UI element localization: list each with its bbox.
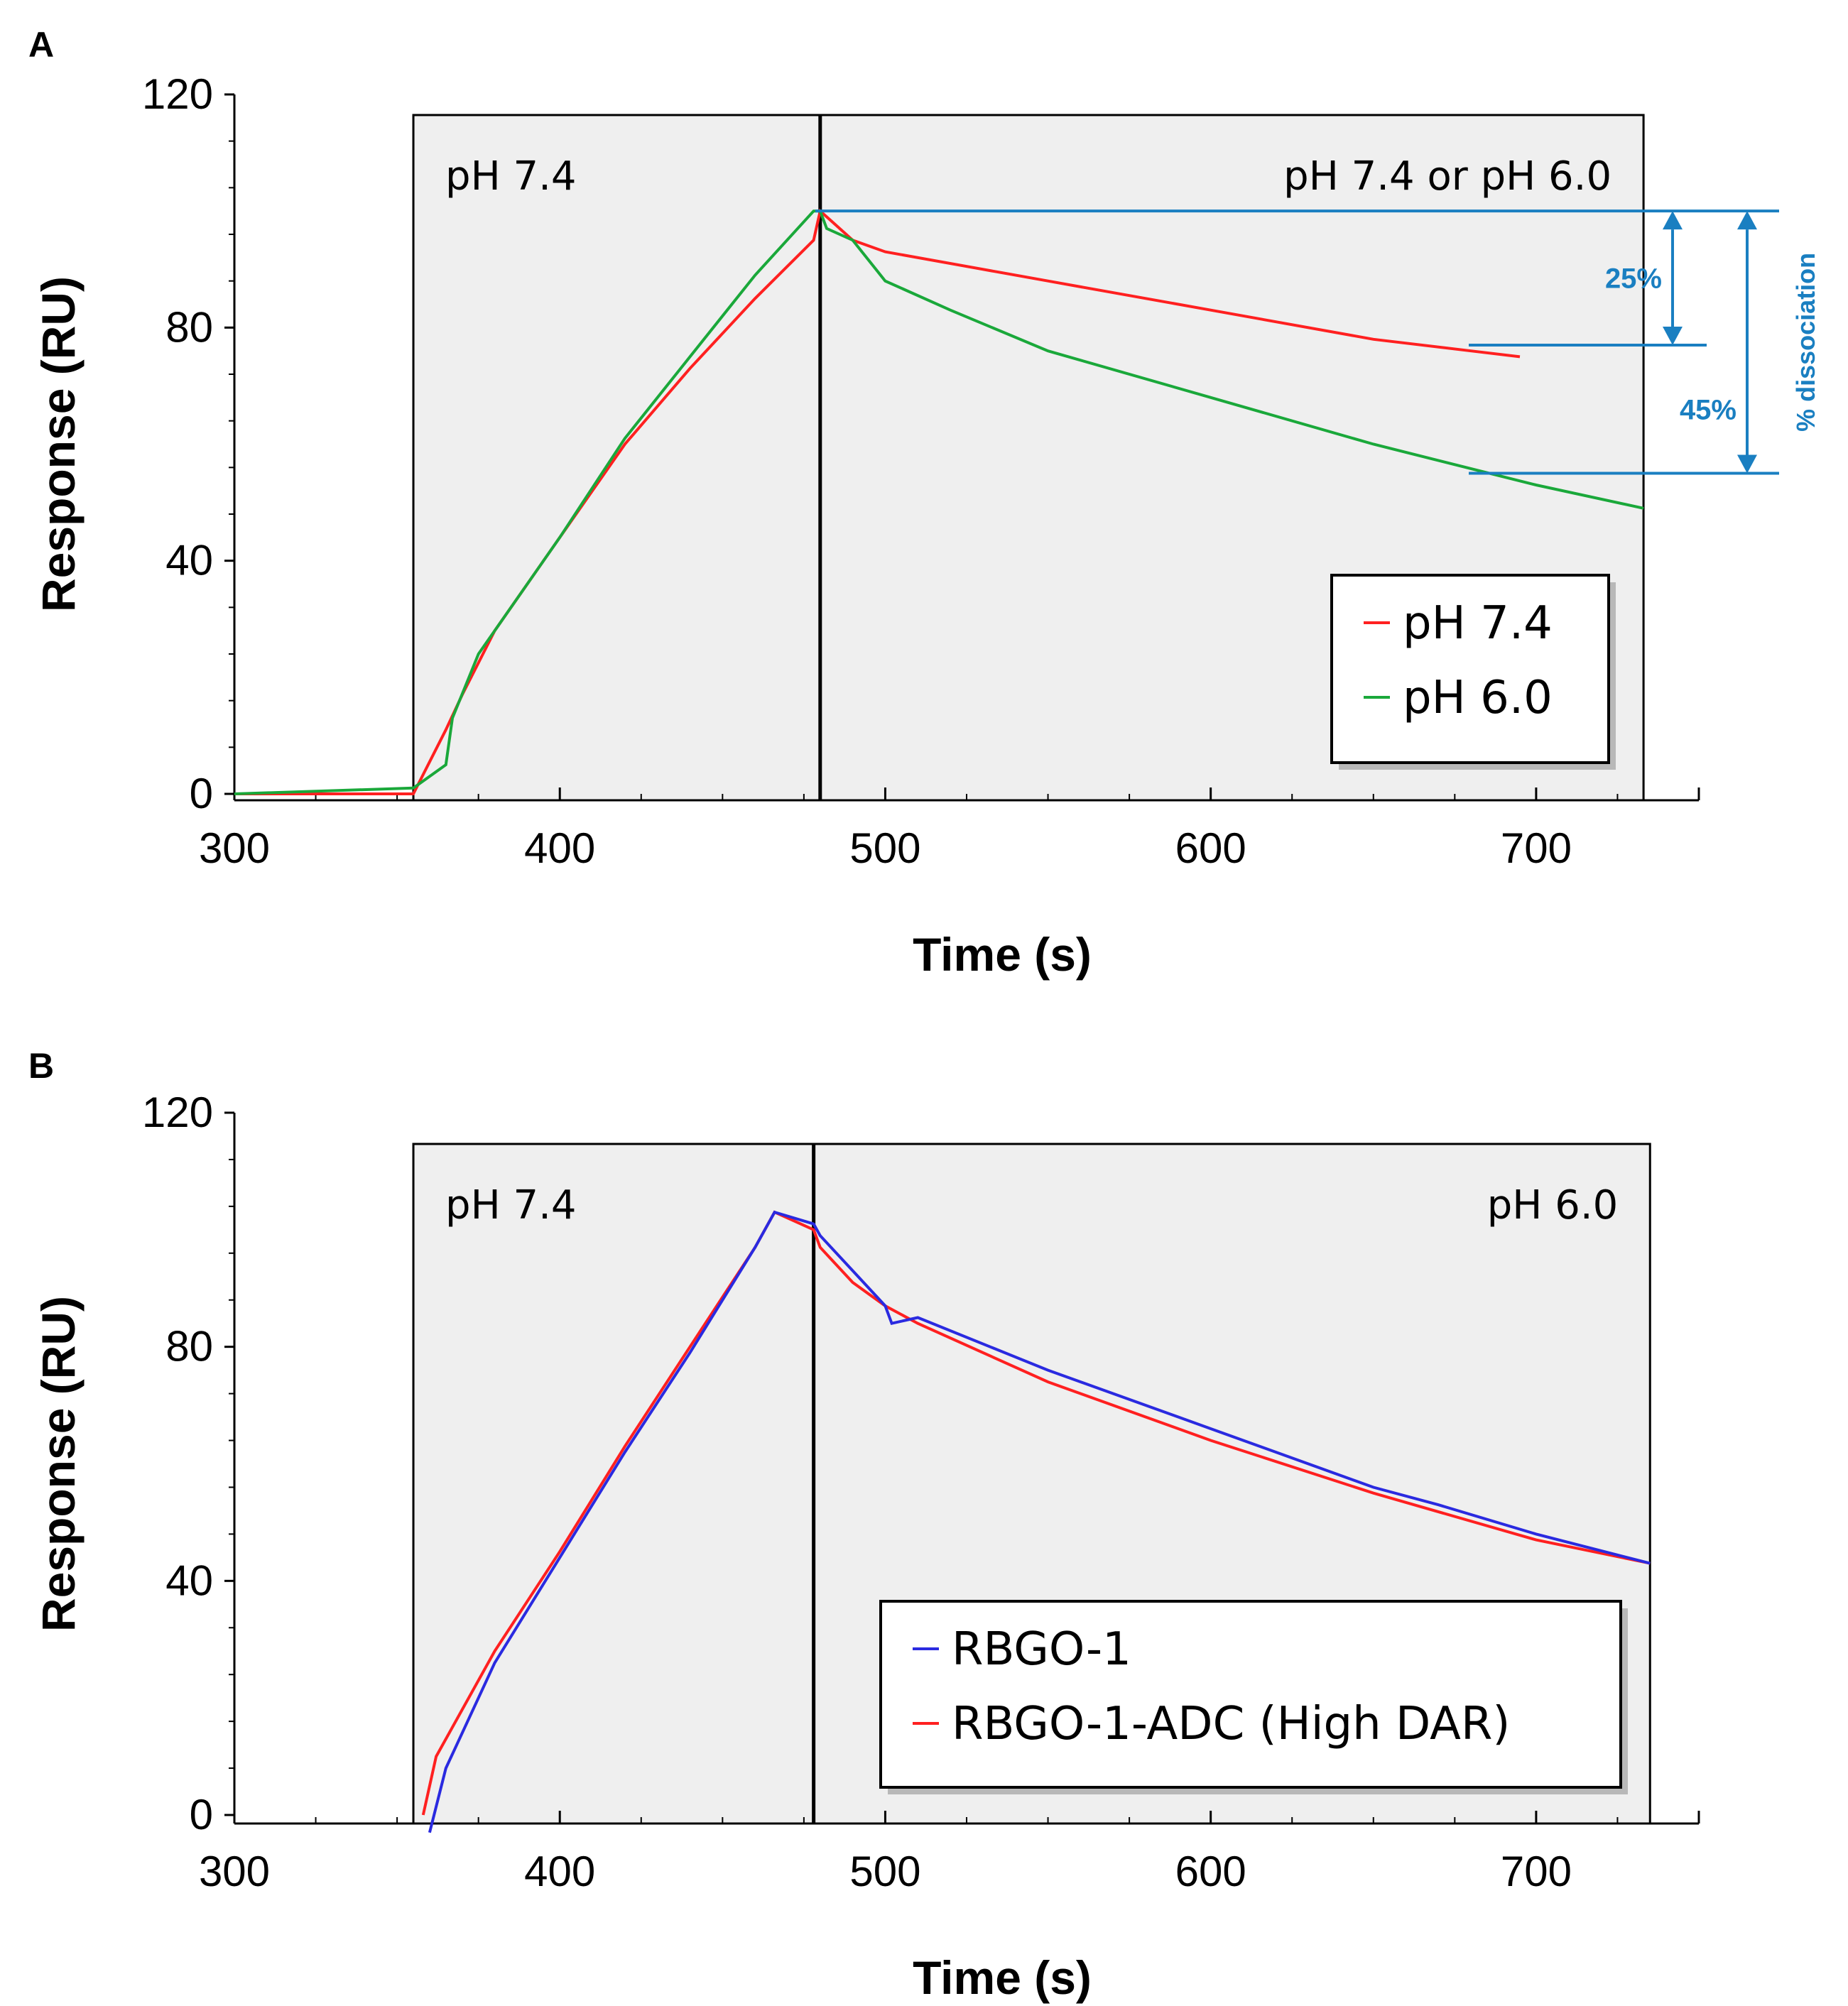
panel-a-phase-2-label: pH 7.4 or pH 6.0 [1283, 153, 1611, 200]
legend-label-ph-6-0: pH 6.0 [1403, 672, 1553, 724]
panel-b-legend: RBGO-1 RBGO-1-ADC (High DAR) [879, 1600, 1628, 1794]
panel-a-axes: 0 40 80 120 300 400 500 600 700 [142, 70, 1700, 872]
panel-b-axes: 0 40 80 120 300 400 500 600 700 [142, 1089, 1700, 1895]
legend-box [1330, 574, 1610, 764]
panel-b-phase-2-label: pH 6.0 [1487, 1182, 1619, 1228]
x-tick-label: 300 [199, 824, 270, 872]
arrow-25-head-up [1663, 211, 1683, 230]
legend-box [879, 1600, 1622, 1789]
arrow-45-head-down [1737, 454, 1757, 474]
panel-a-x-axis-label: Time (s) [913, 928, 1092, 981]
y-tick-label: 40 [165, 1557, 213, 1604]
x-tick-label: 600 [1175, 824, 1246, 872]
arrow-25-head-down [1663, 326, 1683, 345]
y-tick-label: 80 [165, 1323, 213, 1370]
y-tick-label: 40 [165, 537, 213, 584]
y-tick-label: 80 [165, 303, 213, 351]
panel-b-y-axis-label: Response (RU) [32, 1296, 85, 1632]
panel-a-y-axis-label: Response (RU) [32, 276, 85, 612]
x-tick-label: 400 [524, 824, 595, 872]
arrow-45-head-up [1737, 211, 1757, 230]
y-tick-label: 0 [190, 1791, 213, 1838]
legend-label-rbgo-1: RBGO-1 [952, 1623, 1131, 1676]
legend-label-rbgo-1-adc: RBGO-1-ADC (High DAR) [952, 1698, 1510, 1750]
annotation-dissociation-label: % dissociation [1791, 253, 1820, 432]
legend-label-ph-7-4: pH 7.4 [1403, 597, 1553, 650]
x-tick-label: 400 [524, 1848, 595, 1895]
annotation-45-label: 45% [1680, 394, 1736, 425]
panel-a-legend: pH 7.4 pH 6.0 [1330, 574, 1616, 770]
x-tick-label: 500 [849, 1848, 920, 1895]
x-tick-label: 700 [1501, 824, 1572, 872]
panel-a-phase-1-label: pH 7.4 [445, 153, 577, 200]
y-tick-label: 120 [142, 70, 213, 118]
y-tick-label: 0 [190, 770, 213, 817]
x-tick-label: 600 [1175, 1848, 1246, 1895]
panel-a-dissociation-annotation: 25% 45% % dissociation [815, 209, 1820, 475]
y-tick-label: 120 [142, 1089, 213, 1136]
x-tick-label: 300 [199, 1848, 270, 1895]
x-tick-label: 700 [1501, 1848, 1572, 1895]
panel-b-x-axis-label: Time (s) [913, 1951, 1092, 2004]
panel-b-series-rbgo-1-adc-line [421, 1210, 1651, 1816]
panel-b-phase-1-label: pH 7.4 [445, 1182, 577, 1228]
panel-b-phase-1-background [412, 1143, 815, 1825]
panel-a: A 0 40 80 120 300 400 500 600 700 pH 7.4 pH 7.4 … [28, 25, 1820, 981]
panel-a-letter: A [28, 25, 54, 65]
panel-b-letter: B [28, 1046, 54, 1086]
panel-b-series-rbgo-1-line [428, 1210, 1651, 1833]
x-tick-label: 500 [849, 824, 920, 872]
annotation-25-label: 25% [1605, 263, 1662, 295]
